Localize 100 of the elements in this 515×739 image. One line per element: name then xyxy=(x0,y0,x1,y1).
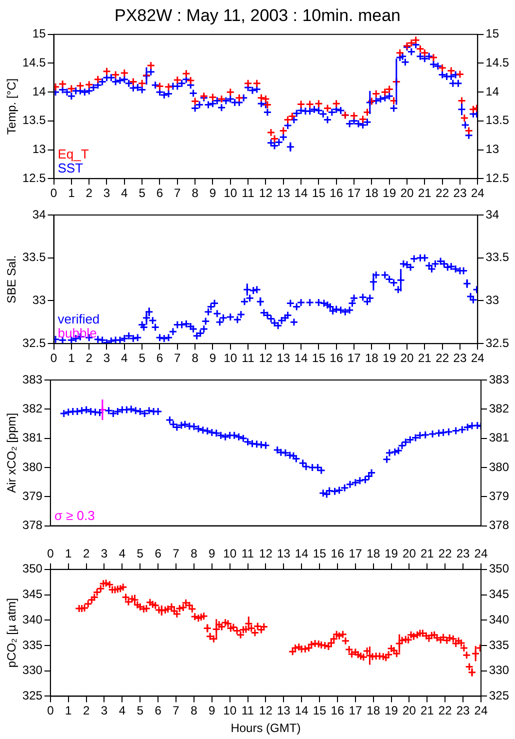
x-tick-label: 18 xyxy=(366,704,380,718)
x-tick-label: 1 xyxy=(65,704,72,718)
x-tick-label: 19 xyxy=(382,186,396,200)
y2-tick-label: 13.5 xyxy=(486,113,510,128)
y2-tick-label: 380 xyxy=(488,460,510,474)
x2-tick-label: 4 xyxy=(118,546,126,561)
y-tick-label: 14.5 xyxy=(22,56,46,70)
text: SST xyxy=(58,160,84,176)
x-tick-label: 10 xyxy=(224,186,238,200)
x-tick-label: 21 xyxy=(418,186,432,200)
x2-tick-label: 7 xyxy=(172,546,180,561)
y2-tick-label: 330 xyxy=(488,663,510,678)
y2-tick-label: 335 xyxy=(488,638,510,652)
x-tick-label: 18 xyxy=(364,186,379,200)
y2-tick-label: 345 xyxy=(488,587,510,602)
y-tick-label: 34 xyxy=(32,207,46,222)
x-tick-label: 15 xyxy=(312,704,327,718)
x2-tick-label: 24 xyxy=(474,546,488,561)
x2-tick-label: 8 xyxy=(190,546,198,561)
x-tick-label: 7 xyxy=(174,351,182,366)
x-tick-label: 13 xyxy=(276,704,291,718)
y2-tick-label: 13 xyxy=(486,142,500,156)
x-tick-label: 6 xyxy=(156,186,164,200)
x-tick-label: 21 xyxy=(420,704,434,718)
x-tick-label: 19 xyxy=(382,351,396,366)
y-tick-label: 378 xyxy=(22,518,43,532)
x-tick-label: 8 xyxy=(192,351,199,366)
y-tick-label: 350 xyxy=(22,562,43,576)
x-tick-label: 23 xyxy=(456,704,470,718)
y-tick-label: 340 xyxy=(22,612,43,626)
series-label: verified xyxy=(58,312,100,327)
x-tick-label: 15 xyxy=(312,186,326,200)
x2-tick-label: 19 xyxy=(384,546,398,561)
x-tick-label: 8 xyxy=(192,186,199,200)
x-tick-label: 19 xyxy=(384,704,398,718)
y-tick-label: 14 xyxy=(32,84,46,98)
y-tick-label: 345 xyxy=(22,587,43,602)
x-tick-label: 10 xyxy=(224,351,238,366)
x-tick-label: 20 xyxy=(400,186,414,200)
y-tick-label: 33 xyxy=(32,293,46,308)
y2-tick-label: 14 xyxy=(486,84,500,98)
x-tick-label: 12 xyxy=(259,186,273,200)
y2-tick-label: 340 xyxy=(488,612,510,626)
x-tick-label: 13 xyxy=(276,186,290,200)
x2-tick-label: 13 xyxy=(276,546,291,561)
x-tick-label: 12 xyxy=(259,704,273,718)
y-tick-label: 335 xyxy=(22,638,43,652)
x-tick-label: 24 xyxy=(470,186,485,200)
y-tick-label: 381 xyxy=(22,430,43,445)
x2-tick-label: 10 xyxy=(223,546,237,561)
y-tick-label: 380 xyxy=(22,460,43,474)
y2-tick-label: 383 xyxy=(488,372,510,386)
y-tick-label: 33.5 xyxy=(22,250,46,264)
x-tick-label: 10 xyxy=(223,704,237,718)
x2-tick-label: 0 xyxy=(47,546,54,561)
y-tick-label: 379 xyxy=(22,488,43,503)
x-tick-label: 5 xyxy=(138,186,146,200)
x2-tick-label: 3 xyxy=(100,546,108,561)
y-tick-label: 382 xyxy=(22,401,43,416)
y2-tick-label: 12.5 xyxy=(486,170,510,185)
y-tick-label: 325 xyxy=(22,688,43,703)
x-tick-label: 7 xyxy=(174,186,182,200)
y2-tick-label: 378 xyxy=(488,518,510,532)
x-tick-label: 21 xyxy=(418,351,432,366)
x-tick-label: 24 xyxy=(474,704,488,718)
x-tick-label: 2 xyxy=(82,704,90,718)
x-tick-label: 16 xyxy=(330,186,344,200)
x2-tick-label: 11 xyxy=(242,546,254,561)
y2-tick-label: 33.5 xyxy=(486,250,510,264)
y2-tick-label: 382 xyxy=(488,401,510,416)
x2-tick-label: 22 xyxy=(438,546,452,561)
x2-tick-label: 14 xyxy=(294,546,309,561)
x-tick-label: 7 xyxy=(172,704,180,718)
y2-tick-label: 15 xyxy=(486,26,500,41)
y-axis-title: Air xCO₂ [ppm] xyxy=(4,412,19,493)
x-tick-label: 9 xyxy=(209,186,216,200)
x-tick-label: 16 xyxy=(330,351,344,366)
x-tick-label: 5 xyxy=(138,351,146,366)
x-tick-label: 11 xyxy=(242,351,255,366)
x2-tick-label: 18 xyxy=(366,546,380,561)
x-tick-label: 14 xyxy=(294,186,308,200)
text: Eq_T xyxy=(58,146,89,162)
x-tick-label: 15 xyxy=(312,351,326,366)
x2-tick-label: 16 xyxy=(330,546,344,561)
x-tick-label: 0 xyxy=(50,351,58,366)
x-tick-label: 22 xyxy=(436,186,450,200)
x-tick-label: 20 xyxy=(400,351,414,366)
y-tick-label: 383 xyxy=(22,372,43,386)
x-tick-label: 12 xyxy=(259,351,273,366)
x-tick-label: 8 xyxy=(190,704,198,718)
x-tick-label: 1 xyxy=(68,186,76,200)
x2-tick-label: 21 xyxy=(420,546,434,561)
y2-tick-label: 379 xyxy=(488,488,510,503)
x2-tick-label: 12 xyxy=(259,546,273,561)
x2-tick-label: 20 xyxy=(402,546,416,561)
x-tick-label: 20 xyxy=(402,704,416,718)
y2-tick-label: 350 xyxy=(488,562,510,576)
x-tick-label: 3 xyxy=(103,351,110,366)
x-tick-label: 9 xyxy=(209,351,216,366)
y-axis-title: Temp. [°C] xyxy=(4,78,19,135)
